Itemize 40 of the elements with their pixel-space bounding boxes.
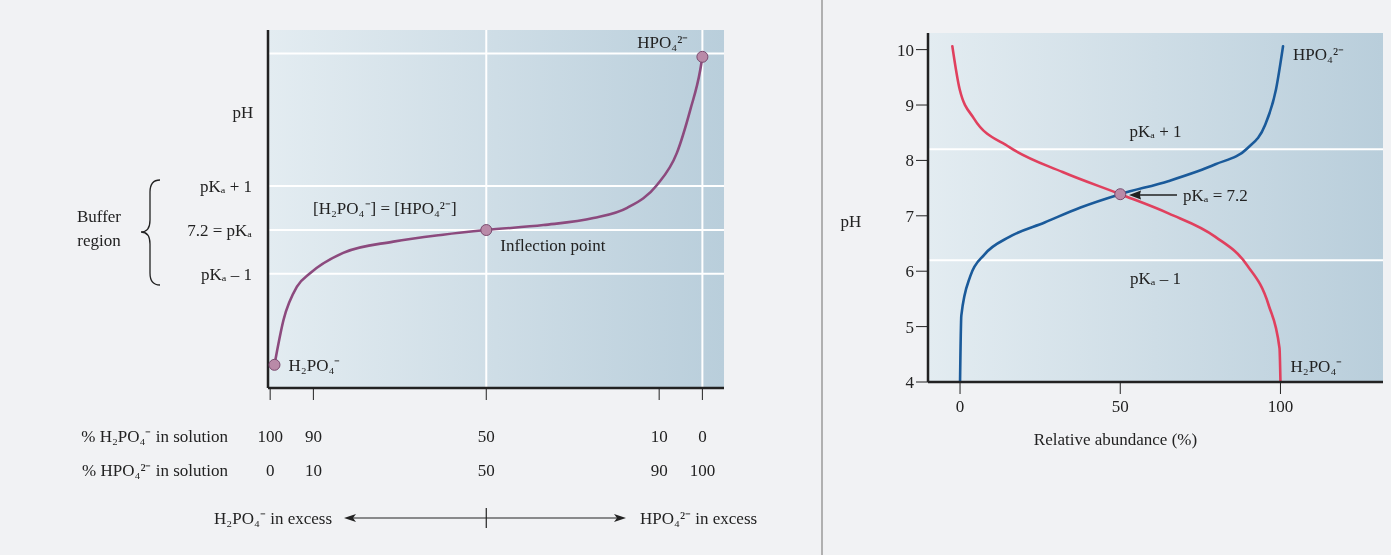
annotation: pKₐ = 7.2 [1183, 186, 1248, 205]
annotation: HPO₄²⁻ [637, 32, 689, 52]
x-tick-label: 100 [689, 461, 716, 480]
x2-tick-label: 50 [477, 427, 495, 446]
x2-tick-label: 10 [650, 427, 668, 446]
annotation: H₂PO₄⁻ [288, 355, 341, 375]
x2-tick-label: 100 [257, 427, 283, 446]
x-tick-label: 50 [1111, 397, 1129, 416]
y-tick-label: 9 [905, 96, 914, 116]
x-tick-label: 100 [1267, 397, 1294, 416]
ref-line-label: pKₐ – 1 [1130, 269, 1181, 289]
y-tick-label: 8 [905, 151, 914, 171]
y-axis-title: pH [840, 212, 862, 231]
ref-line-label: pKₐ + 1 [199, 176, 252, 196]
x-axis-title: % HPO₄²⁻ in solution [82, 461, 229, 480]
x2-tick-label: 90 [304, 427, 322, 446]
text: HPO₄²⁻ in excess [640, 509, 758, 528]
y-tick-label: 5 [905, 317, 914, 337]
y-tick-label: 7 [905, 206, 915, 226]
x-tick-label: 0 [955, 397, 965, 416]
ref-line-label: pKₐ + 1 [1129, 122, 1182, 142]
x2-axis-title: % H₂PO₄⁻ in solution [81, 427, 229, 446]
x-tick-label: 0 [265, 461, 275, 480]
ref-line-label: pKₐ – 1 [201, 264, 252, 284]
y-axis-title: pH [232, 103, 254, 122]
text: H₂PO₄⁻ in excess [214, 509, 332, 528]
y-tick-label: 4 [905, 373, 915, 392]
annotation: [H₂PO₄⁻] = [HPO₄²⁻] [313, 199, 457, 218]
text: Buffer region [75, 206, 123, 252]
series-label: HPO₄²⁻ [1293, 45, 1345, 65]
x-tick-label: 90 [650, 461, 668, 480]
x-axis-title: Relative abundance (%) [1033, 430, 1198, 449]
ref-line-label: 7.2 = pKₐ [187, 221, 253, 241]
y-tick-label: 6 [905, 262, 914, 282]
series-label: H₂PO₄⁻ [1290, 357, 1343, 376]
annotation: Inflection point [500, 235, 607, 257]
x-tick-label: 50 [477, 461, 495, 480]
x2-tick-label: 0 [698, 427, 707, 446]
x-tick-label: 10 [304, 461, 322, 480]
y-tick-label: 10 [897, 40, 914, 60]
